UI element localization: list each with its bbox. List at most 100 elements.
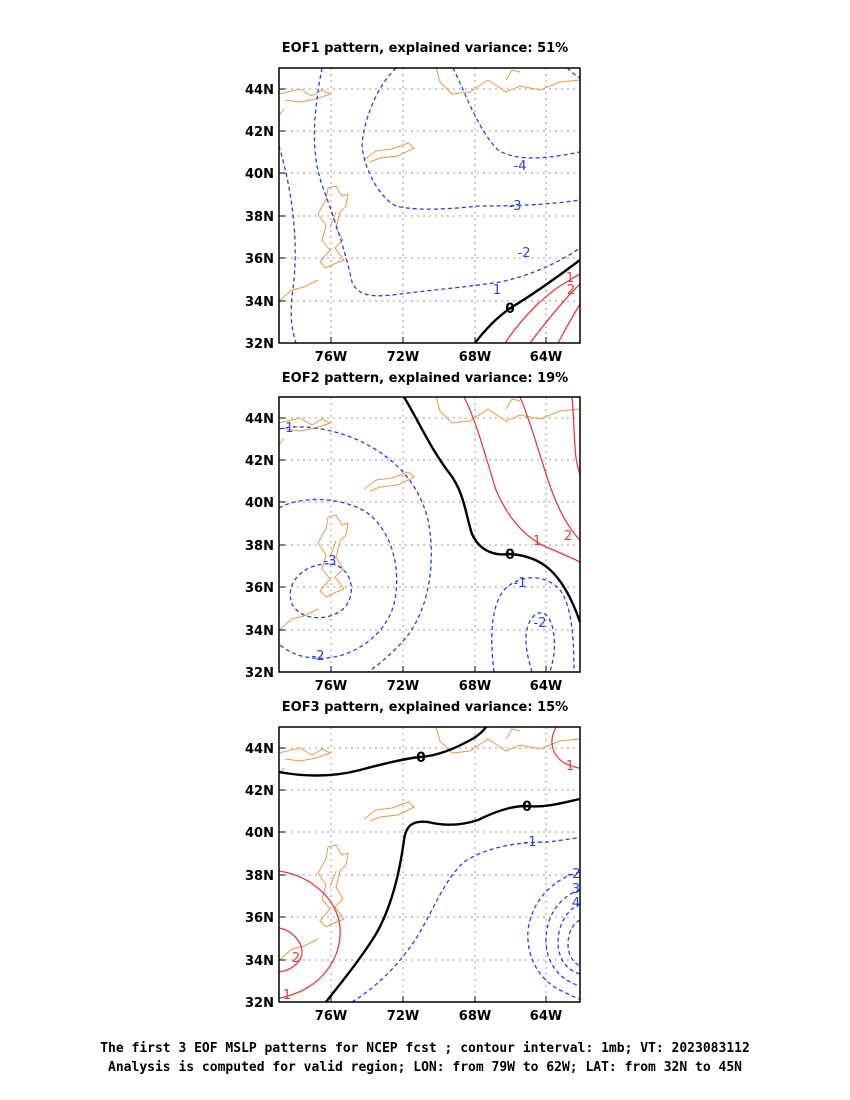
eof2-label: -2 (534, 616, 547, 631)
eof2-ytick: 40N (245, 496, 274, 511)
eof2-contour-neg3 (289, 563, 352, 619)
eof3-contour-labels: 0 0 -1 -2 3 4 2 1 1 (283, 750, 581, 1003)
eof1-contour-neg4 (566, 67, 581, 79)
eof3-coastline (278, 726, 581, 961)
eof3-label: -1 (524, 835, 537, 850)
eof3-label: 4 (572, 896, 580, 911)
footer-line-2: Analysis is computed for valid region; L… (108, 1060, 742, 1075)
eof1-label: 2 (567, 283, 575, 298)
eof2-grid (279, 397, 580, 672)
eof3-label: 1 (566, 759, 574, 774)
eof2-xtick: 64W (530, 679, 562, 694)
eof1-y-ticks: 44N 42N 40N 38N 36N 34N 32N (245, 83, 274, 352)
eof1-x-ticks: 76W 72W 68W 64W (315, 350, 562, 365)
eof1-ticks (279, 88, 547, 343)
eof3-contour-pos1 (278, 870, 341, 999)
eof2-ytick: 44N (245, 412, 274, 427)
eof3-label: 2 (292, 951, 300, 966)
eof2-ytick: 36N (245, 581, 274, 596)
eof3-contour-neg2 (527, 871, 581, 1000)
eof3-xtick: 64W (530, 1009, 562, 1024)
eof2-panel: EOF2 pattern, explained variance: 19% (245, 371, 582, 694)
eof1-contour-neg2 (361, 67, 581, 210)
eof1-contour-pos3 (557, 303, 581, 344)
eof2-x-ticks: 76W 72W 68W 64W (315, 679, 562, 694)
eof3-ytick: 44N (245, 742, 274, 757)
eof3-xtick: 68W (459, 1009, 491, 1024)
eof2-xtick: 68W (459, 679, 491, 694)
eof1-label: 1 (566, 271, 574, 286)
eof2-ytick: 38N (245, 539, 274, 554)
eof1-label: 0 (505, 301, 515, 317)
eof2-contour-neg2 (278, 498, 398, 659)
eof1-contour-neg3 (452, 67, 581, 159)
eof1-contour-pos1 (504, 273, 581, 344)
eof1-contour-zero (474, 259, 581, 344)
eof1-label: -3 (509, 199, 522, 214)
eof1-contours (278, 67, 581, 344)
eof3-contour-zero-north (278, 726, 487, 777)
eof3-label: 0 (416, 750, 426, 766)
eof2-ytick: 34N (245, 624, 274, 639)
eof3-ytick: 36N (245, 911, 274, 926)
eof3-ytick: 32N (245, 996, 274, 1011)
eof1-contour-labels: -4 -3 -2 1 0 1 2 (493, 159, 575, 317)
eof2-label: -1 (514, 576, 527, 591)
eof3-contour-neg1 (351, 837, 581, 1003)
eof2-title: EOF2 pattern, explained variance: 19% (282, 371, 568, 386)
eof1-contour-neg1 (313, 67, 581, 297)
eof2-label: 0 (505, 547, 515, 563)
eof2-contour-pos2 (519, 396, 581, 541)
eof3-ytick: 38N (245, 869, 274, 884)
eof3-frame (278, 726, 581, 1003)
eof2-contour-zero (402, 396, 582, 623)
eof3-ytick: 40N (245, 826, 274, 841)
eof1-frame (278, 67, 581, 344)
eof3-grid (279, 727, 580, 1002)
eof2-xtick: 76W (315, 679, 347, 694)
eof1-title: EOF1 pattern, explained variance: 51% (282, 41, 568, 56)
eof2-contour-labels: -1 -3 -2 -1 -2 0 1 2 (281, 421, 573, 664)
eof1-ytick: 36N (245, 252, 274, 267)
eof1-ytick: 34N (245, 295, 274, 310)
eof-figure: EOF1 pattern, explained variance: 51% (245, 41, 582, 1024)
eof3-title: EOF3 pattern, explained variance: 15% (282, 700, 568, 715)
eof1-xtick: 76W (315, 350, 347, 365)
eof3-label: 1 (283, 988, 291, 1003)
eof1-label: 1 (493, 283, 501, 298)
eof3-contour-zero-south (325, 797, 581, 1003)
eof1-xtick: 68W (459, 350, 491, 365)
eof3-label: -2 (568, 867, 581, 882)
eof1-ytick: 42N (245, 125, 274, 140)
eof2-label: -2 (312, 649, 325, 664)
eof1-label: -4 (514, 159, 527, 174)
eof1-contour-pos2 (529, 283, 581, 344)
eof2-label: -1 (281, 421, 294, 436)
eof2-ytick: 42N (245, 454, 274, 469)
eof3-x-ticks: 76W 72W 68W 64W (315, 1009, 562, 1024)
eof2-coastline (278, 396, 581, 631)
eof1-ytick: 40N (245, 167, 274, 182)
eof3-contour-neg5 (567, 919, 581, 967)
eof2-contour-east-neg2 (525, 612, 556, 673)
eof3-panel: EOF3 pattern, explained variance: 15% (245, 700, 581, 1024)
eof2-label: 2 (564, 529, 572, 544)
eof2-y-ticks: 44N 42N 40N 38N 36N 34N 32N (245, 412, 274, 681)
eof1-panel: EOF1 pattern, explained variance: 51% (245, 41, 581, 365)
eof1-xtick: 64W (530, 350, 562, 365)
eof3-y-ticks: 44N 42N 40N 38N 36N 34N 32N (245, 742, 274, 1011)
eof2-contour-pos1 (463, 396, 581, 563)
eof3-label: 0 (522, 799, 532, 815)
eof3-ytick: 42N (245, 784, 274, 799)
eof1-ytick: 32N (245, 337, 274, 352)
eof2-label: 1 (533, 534, 541, 549)
eof2-ticks (279, 417, 547, 672)
eof2-frame (278, 396, 581, 673)
eof3-contour-pos2 (278, 927, 303, 973)
eof3-contour-pos1-ne (551, 726, 581, 769)
eof3-ticks (279, 747, 547, 1002)
eof3-contours (278, 726, 581, 1003)
eof3-contour-neg3 (545, 889, 581, 987)
eof1-coastline (278, 67, 581, 302)
eof1-label: -2 (518, 246, 531, 261)
